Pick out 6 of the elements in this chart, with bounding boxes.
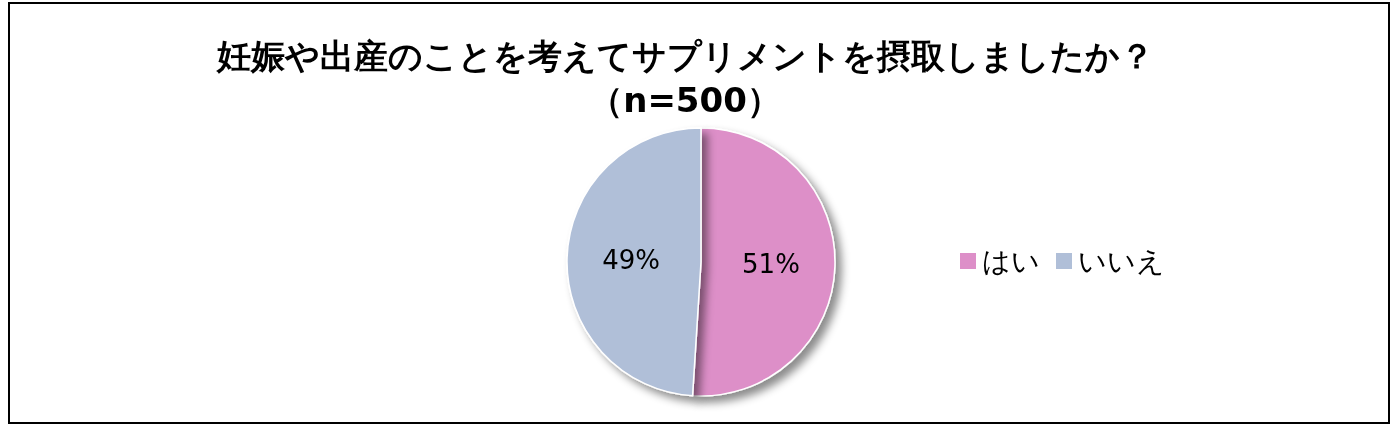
chart-subtitle: （n=500）: [589, 80, 781, 120]
data-label: 49%: [602, 244, 660, 275]
legend-label: はい: [982, 244, 1040, 278]
chart-title: 妊娠や出産のことを考えてサプリメントを摂取しましたか？: [215, 36, 1154, 76]
legend-label: いいえ: [1078, 244, 1165, 278]
data-label: 51%: [742, 249, 800, 280]
